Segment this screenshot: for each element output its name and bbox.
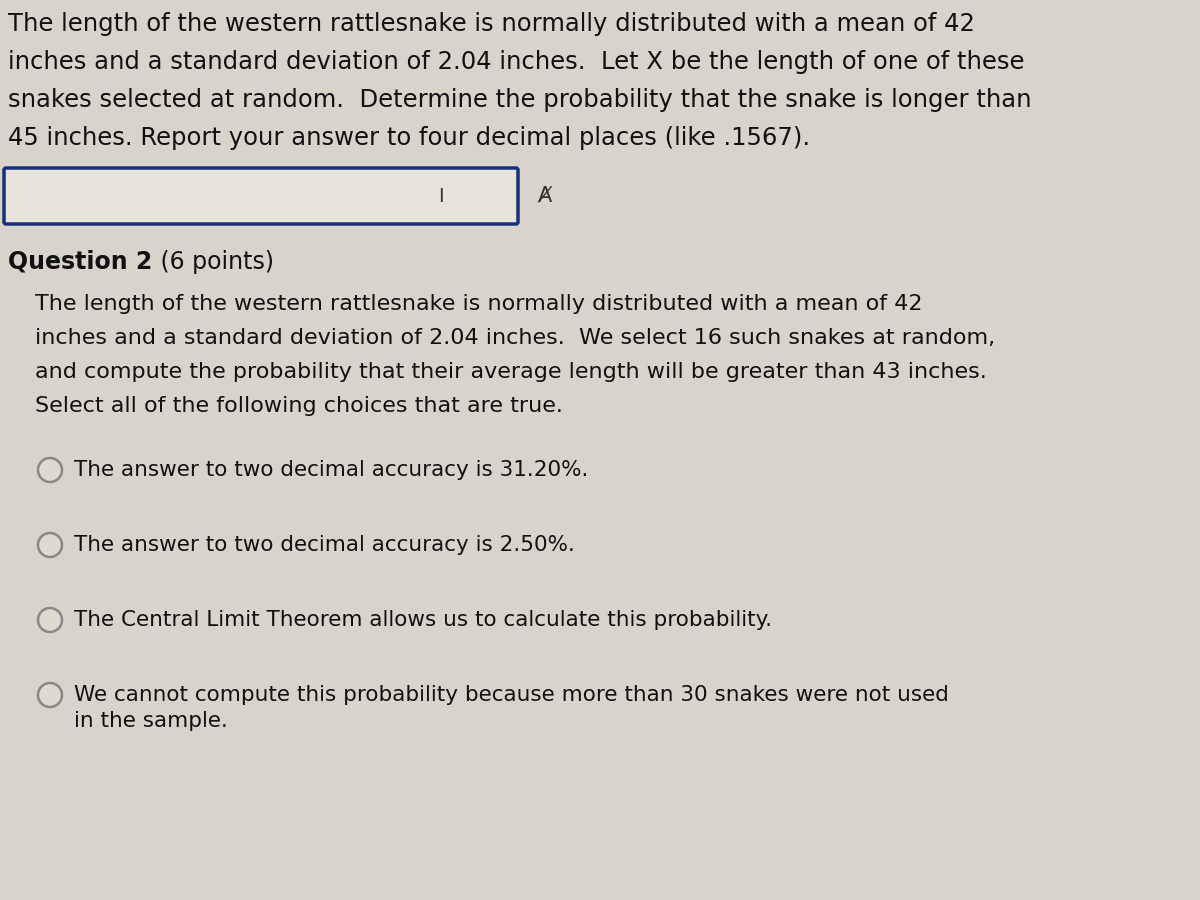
Text: The length of the western rattlesnake is normally distributed with a mean of 42: The length of the western rattlesnake is… xyxy=(35,294,923,314)
Text: The length of the western rattlesnake is normally distributed with a mean of 42: The length of the western rattlesnake is… xyxy=(8,12,974,36)
Text: The answer to two decimal accuracy is 2.50%.: The answer to two decimal accuracy is 2.… xyxy=(74,535,575,555)
Text: 45 inches. Report your answer to four decimal places (like .1567).: 45 inches. Report your answer to four de… xyxy=(8,126,810,150)
Text: The answer to two decimal accuracy is 31.20%.: The answer to two decimal accuracy is 31… xyxy=(74,460,588,480)
Ellipse shape xyxy=(38,533,62,557)
Text: A̸: A̸ xyxy=(538,186,552,206)
Text: in the sample.: in the sample. xyxy=(74,711,228,731)
Text: inches and a standard deviation of 2.04 inches.  We select 16 such snakes at ran: inches and a standard deviation of 2.04 … xyxy=(35,328,995,348)
Text: inches and a standard deviation of 2.04 inches.  Let X be the length of one of t: inches and a standard deviation of 2.04 … xyxy=(8,50,1025,74)
Text: The Central Limit Theorem allows us to calculate this probability.: The Central Limit Theorem allows us to c… xyxy=(74,610,772,630)
FancyBboxPatch shape xyxy=(4,168,518,224)
Text: Question 2: Question 2 xyxy=(8,250,152,274)
Text: Select all of the following choices that are true.: Select all of the following choices that… xyxy=(35,396,563,416)
Text: (6 points): (6 points) xyxy=(154,250,274,274)
Text: I: I xyxy=(438,186,444,205)
Text: snakes selected at random.  Determine the probability that the snake is longer t: snakes selected at random. Determine the… xyxy=(8,88,1032,112)
Ellipse shape xyxy=(38,458,62,482)
Text: and compute the probability that their average length will be greater than 43 in: and compute the probability that their a… xyxy=(35,362,986,382)
Text: We cannot compute this probability because more than 30 snakes were not used: We cannot compute this probability becau… xyxy=(74,685,949,705)
Ellipse shape xyxy=(38,683,62,707)
Ellipse shape xyxy=(38,608,62,632)
